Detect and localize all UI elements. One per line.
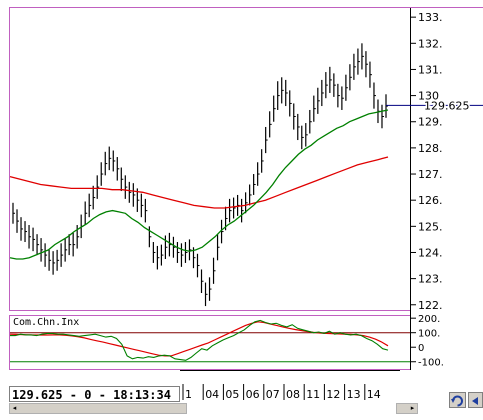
price-axis-label: 131. [418, 63, 443, 76]
cci-axis: 200. 100. 0 -100. [410, 314, 444, 369]
refresh-button[interactable] [449, 392, 466, 408]
status-readout: 129.625 - 0 - 18:13:34 [9, 386, 180, 402]
time-axis-label: 05 [225, 388, 239, 401]
price-axis-label: 132. [418, 37, 443, 50]
time-axis-label: 11 [306, 388, 320, 401]
cci-axis-label: 0 [418, 343, 424, 354]
price-plot [9, 43, 389, 307]
current-price-label: 129.625 [424, 99, 470, 112]
price-axis-label: 127. [418, 168, 443, 181]
cci-axis-label: 200. [418, 314, 440, 325]
moving-average-long-line [9, 156, 389, 209]
price-axis: 122. 123. 124. 125. 126. 127. 128. 129. 130 131. 1… [410, 11, 443, 312]
price-axis-label: 124. [418, 246, 443, 259]
cci-line [10, 319, 389, 361]
price-axis-label: 122. [418, 299, 443, 312]
time-axis-label: 07 [266, 388, 280, 401]
cci-plot [9, 319, 410, 363]
cci-axis-label: -100. [418, 358, 444, 369]
horizontal-scrollbar-right[interactable]: ▸ [396, 403, 418, 414]
time-axis-label: 14 [367, 388, 381, 401]
cci-title: Com.Chn.Inx [13, 317, 79, 328]
horizontal-scrollbar[interactable]: ◂ [9, 403, 187, 414]
price-axis-label: 125. [418, 220, 443, 233]
price-axis-label: 129. [418, 116, 443, 129]
cci-axis-label: 100. [418, 329, 440, 340]
moving-average-short-line [9, 109, 389, 260]
refresh-icon [451, 395, 463, 407]
time-axis-label: 13 [347, 388, 361, 401]
arrow-left-icon [472, 397, 478, 405]
scroll-left-icon[interactable]: ◂ [12, 404, 17, 412]
time-axis-label: 04 [205, 388, 219, 401]
time-axis-label: 06 [246, 388, 260, 401]
price-axis-label: 123. [418, 273, 443, 286]
price-axis-label: 128. [418, 142, 443, 155]
time-axis-label: 12 [326, 388, 340, 401]
price-axis-label: 126. [418, 194, 443, 207]
back-button[interactable] [468, 392, 483, 408]
price-axis-label: 130 [418, 90, 439, 103]
scroll-right-icon[interactable]: ▸ [410, 404, 415, 412]
time-axis-label: 1 [185, 388, 192, 401]
price-panel-frame [9, 7, 411, 311]
time-axis-label: 08 [286, 388, 300, 401]
price-axis-label: 133. [418, 11, 443, 24]
time-axis: 1 04 05 06 07 08 11 12 13 14 [180, 370, 400, 401]
